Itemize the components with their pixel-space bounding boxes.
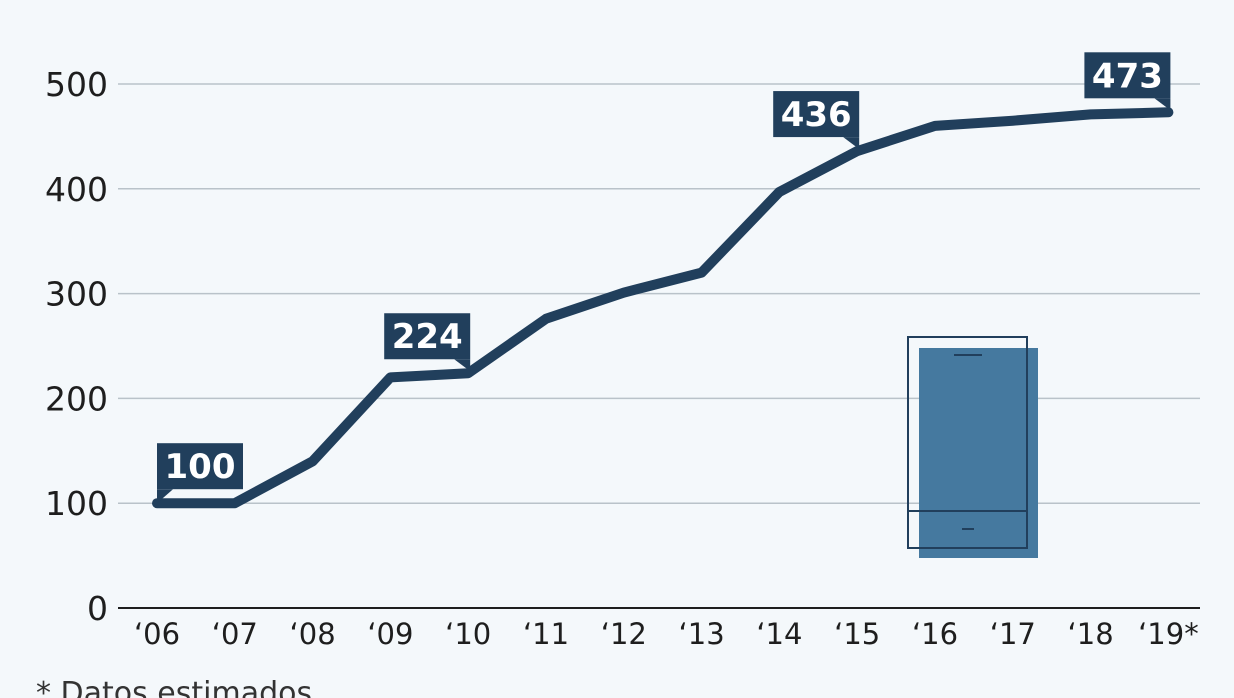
y-tick-label: 0 — [87, 589, 108, 628]
y-tick-label: 100 — [45, 484, 108, 523]
x-tick-label: ‘11 — [523, 617, 569, 651]
x-tick-label: ‘19* — [1138, 617, 1199, 651]
data-label-text: 224 — [392, 317, 463, 357]
x-axis-tick-labels: ‘06 ‘07 ‘08 ‘09 ‘10 ‘11 ‘12 ‘13 ‘14 ‘15 ‘16 ‘17 ‘18 ‘… — [134, 617, 1199, 651]
data-label-text: 436 — [781, 95, 852, 135]
y-tick-label: 500 — [45, 65, 108, 104]
x-tick-label: ‘10 — [445, 617, 491, 651]
data-callouts: 100 224 436 473 — [157, 52, 1171, 504]
y-tick-label: 400 — [45, 170, 108, 209]
y-tick-label: 200 — [45, 379, 108, 418]
x-tick-label: ‘07 — [212, 617, 258, 651]
x-tick-label: ‘08 — [290, 617, 336, 651]
x-tick-label: ‘14 — [756, 617, 802, 651]
data-label-text: 100 — [165, 447, 236, 487]
smartphone-icon — [907, 336, 1038, 558]
data-label-text: 473 — [1092, 56, 1163, 96]
data-label: 224 — [384, 313, 471, 372]
x-tick-label: ‘09 — [367, 617, 413, 651]
data-label: 100 — [157, 443, 243, 504]
x-tick-label: ‘15 — [834, 617, 880, 651]
x-tick-label: ‘12 — [601, 617, 647, 651]
y-axis-tick-labels: 0 100 200 300 400 500 — [45, 65, 108, 628]
x-tick-label: ‘18 — [1068, 617, 1114, 651]
x-tick-label: ‘06 — [134, 617, 180, 651]
x-tick-label: ‘16 — [912, 617, 958, 651]
y-tick-label: 300 — [45, 275, 108, 314]
x-tick-label: ‘17 — [990, 617, 1036, 651]
series-line — [152, 107, 1174, 509]
x-tick-label: ‘13 — [679, 617, 725, 651]
footnote: * Datos estimados — [36, 676, 313, 698]
data-label: 436 — [773, 91, 860, 150]
data-label: 473 — [1084, 52, 1171, 111]
